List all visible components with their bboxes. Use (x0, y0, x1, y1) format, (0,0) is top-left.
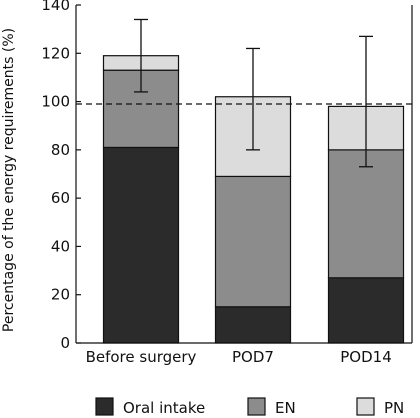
bar-segment-1-2 (214, 306, 292, 344)
y-tick-label-100: 100 (41, 93, 70, 111)
x-tick-label-1: Before surgery (86, 348, 197, 366)
x-tick-label-3: POD14 (340, 348, 392, 366)
bar-segment-2-2 (214, 175, 292, 308)
legend-swatch-2 (247, 397, 266, 416)
y-tick-label-80: 80 (51, 141, 70, 159)
legend: Oral intake EN PN (95, 397, 404, 417)
bar-segment-2-3 (327, 149, 405, 279)
y-axis-label: Percentage of the energy requirements (%… (1, 28, 17, 332)
y-tick-label-40: 40 (51, 237, 70, 255)
y-tick-label-20: 20 (51, 286, 70, 304)
y-tick-label-60: 60 (51, 189, 70, 207)
bar-segment-1-3 (327, 277, 405, 344)
legend-swatch-1 (95, 397, 114, 416)
legend-label-1: Oral intake (123, 399, 205, 417)
x-tick-label-2: POD7 (232, 348, 274, 366)
legend-label-3: PN (384, 399, 404, 417)
bar-segment-1-1 (102, 146, 180, 344)
y-tick-label-140: 140 (41, 0, 70, 14)
y-tick-label-0: 0 (60, 334, 70, 352)
plot-area: 0 20 40 60 80 100 120 140 Before surgery POD7 POD1… (41, 0, 413, 366)
legend-label-2: EN (275, 399, 296, 417)
y-tick-label-120: 120 (41, 44, 70, 62)
legend-swatch-3 (356, 397, 375, 416)
